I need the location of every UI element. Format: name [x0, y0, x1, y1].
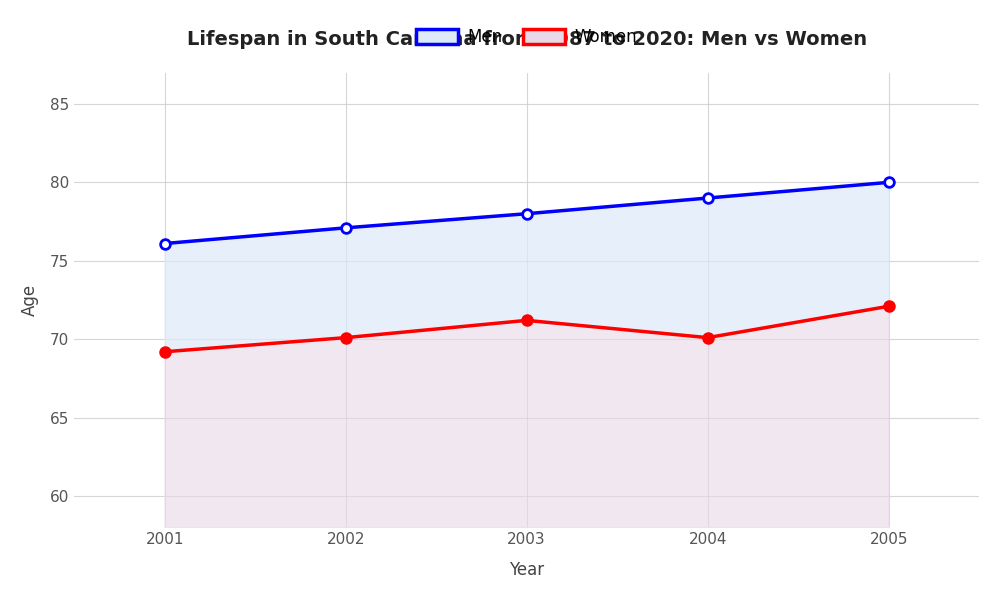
Y-axis label: Age: Age: [21, 284, 39, 316]
X-axis label: Year: Year: [509, 561, 544, 579]
Title: Lifespan in South Carolina from 1987 to 2020: Men vs Women: Lifespan in South Carolina from 1987 to …: [187, 30, 867, 49]
Legend: Men, Women: Men, Women: [409, 22, 644, 53]
